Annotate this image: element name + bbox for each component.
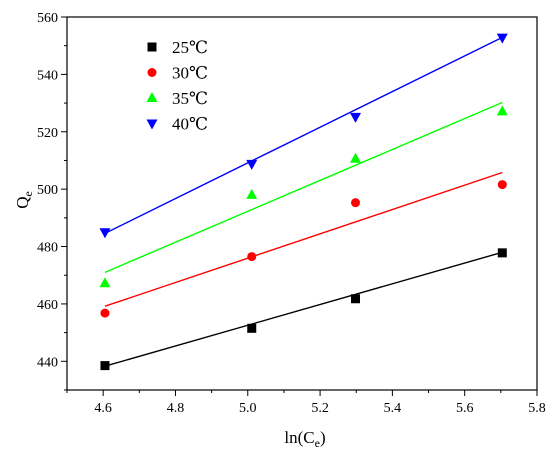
x-tick-label: 5.0 [239,401,257,416]
legend-marker [146,92,158,102]
data-point [246,159,258,170]
y-tick-label: 480 [37,241,58,256]
y-tick-label: 460 [37,298,58,313]
data-points [99,33,508,371]
data-point [350,152,362,163]
x-axis-title: ln(Ce) [284,428,325,450]
data-point [351,198,361,208]
legend-label: 25℃ [172,38,208,57]
data-point [497,180,507,190]
x-tick-label: 5.4 [384,401,402,416]
y-tick-label: 560 [37,11,58,26]
data-point [247,323,257,333]
data-point [100,361,110,371]
x-tick-label: 4.8 [167,401,185,416]
plot-area [66,16,538,391]
legend: 25℃ 30℃ 35℃ 40℃ [146,38,208,134]
fit-line [104,101,503,274]
data-point [496,105,508,116]
data-point [100,308,110,318]
data-point [99,228,111,239]
y-axis: 440 460 480 500 520 540 560 [37,11,67,391]
fit-lines [104,36,503,367]
fit-line [104,171,503,307]
y-tick-label: 520 [37,126,58,141]
legend-marker [146,119,158,130]
fit-line [104,36,503,234]
plot-frame [66,16,538,391]
y-tick-label: 440 [37,355,58,370]
x-tick-label: 5.6 [456,401,474,416]
x-tick-label: 4.6 [94,401,112,416]
x-tick-label: 5.2 [311,401,329,416]
x-axis: 4.6 4.8 5.0 5.2 5.4 5.6 5.8 [66,390,546,416]
legend-marker [147,68,157,77]
y-tick-label: 540 [37,68,58,83]
legend-label: 40℃ [172,115,208,134]
fit-line [104,251,503,367]
x-tick-label: 5.8 [528,401,546,416]
data-point [99,277,111,288]
legend-label: 35℃ [172,89,208,108]
legend-label: 30℃ [172,64,208,83]
legend-marker [147,42,157,52]
data-point [350,112,362,123]
data-point [247,252,257,262]
y-tick-label: 500 [37,183,58,198]
data-point [496,33,508,44]
y-axis-title: Qe [13,191,35,209]
data-point [497,248,507,258]
data-point [351,294,361,304]
data-point [246,188,258,199]
